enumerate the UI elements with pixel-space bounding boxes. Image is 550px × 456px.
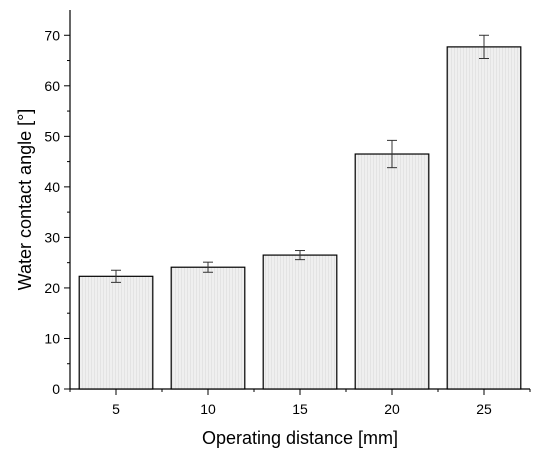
x-tick-label: 15 — [292, 401, 308, 417]
y-tick-label: 70 — [44, 27, 60, 43]
x-tick-label: 5 — [112, 401, 120, 417]
bar — [170, 266, 246, 390]
y-tick-label: 0 — [52, 381, 60, 397]
plot-area: 0 10 20 30 40 50 60 70 5 10 15 20 25 — [44, 10, 531, 417]
y-tick-label: 40 — [44, 179, 60, 195]
y-tick-label: 10 — [44, 330, 60, 346]
y-tick-label: 30 — [44, 229, 60, 245]
y-tick-label: 50 — [44, 128, 60, 144]
x-tick-label: 25 — [476, 401, 492, 417]
y-tick-label: 20 — [44, 280, 60, 296]
y-tick-label: 60 — [44, 78, 60, 94]
y-axis-title: Water contact angle [°] — [15, 109, 35, 291]
bar — [262, 254, 338, 390]
x-axis-title: Operating distance [mm] — [202, 428, 398, 448]
bar — [446, 46, 522, 390]
bar — [78, 275, 154, 390]
x-tick-label: 20 — [384, 401, 400, 417]
x-tick-label: 10 — [200, 401, 216, 417]
bar — [354, 153, 430, 390]
